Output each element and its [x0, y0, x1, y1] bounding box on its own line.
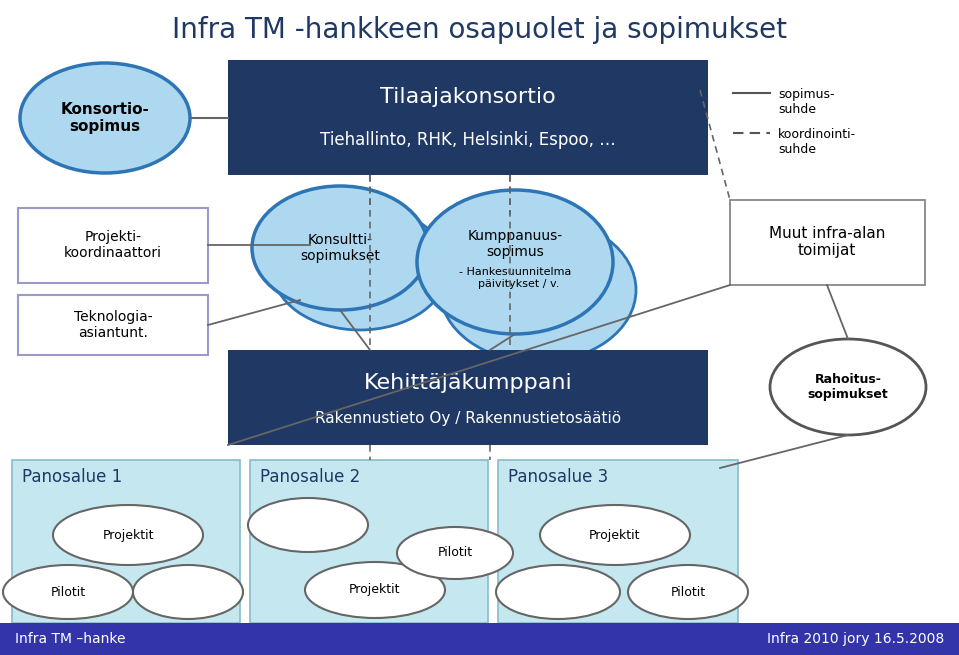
Text: Panosalue 1: Panosalue 1: [22, 468, 122, 486]
Ellipse shape: [3, 565, 133, 619]
Bar: [18, 208, 208, 283]
Ellipse shape: [770, 339, 926, 435]
Ellipse shape: [248, 498, 368, 552]
Text: Muut infra-alan
toimijat: Muut infra-alan toimijat: [769, 226, 885, 258]
Text: Kehittäjäkumppani: Kehittäjäkumppani: [363, 373, 573, 393]
Text: Infra 2010 jory 16.5.2008: Infra 2010 jory 16.5.2008: [767, 632, 944, 646]
Text: Panosalue 3: Panosalue 3: [508, 468, 608, 486]
Text: Infra TM –hanke: Infra TM –hanke: [15, 632, 126, 646]
Bar: [0, 623, 959, 655]
Ellipse shape: [133, 565, 243, 619]
Text: sopimus-
suhde: sopimus- suhde: [778, 88, 834, 116]
Ellipse shape: [20, 63, 190, 173]
Text: Infra TM -hankkeen osapuolet ja sopimukset: Infra TM -hankkeen osapuolet ja sopimuks…: [173, 16, 787, 44]
Text: Kumppanuus-
sopimus: Kumppanuus- sopimus: [467, 229, 563, 259]
Text: Rahoitus-
sopimukset: Rahoitus- sopimukset: [807, 373, 888, 401]
Text: Panosalue 2: Panosalue 2: [260, 468, 361, 486]
Ellipse shape: [272, 206, 448, 330]
Ellipse shape: [628, 565, 748, 619]
Text: Teknologia-
asiantunt.: Teknologia- asiantunt.: [74, 310, 152, 340]
Text: Tiehallinto, RHK, Helsinki, Espoo, …: Tiehallinto, RHK, Helsinki, Espoo, …: [320, 131, 616, 149]
Ellipse shape: [252, 186, 428, 310]
Ellipse shape: [440, 218, 636, 362]
Text: Projektit: Projektit: [349, 584, 401, 597]
Text: Projektit: Projektit: [103, 529, 153, 542]
Text: Konsultti-
sopimukset: Konsultti- sopimukset: [300, 233, 380, 263]
Text: Pilotit: Pilotit: [51, 586, 85, 599]
Bar: [228, 350, 708, 445]
Bar: [250, 460, 488, 623]
Text: Tilaajakonsortio: Tilaajakonsortio: [380, 87, 556, 107]
Text: Projektit: Projektit: [589, 529, 641, 542]
Bar: [18, 295, 208, 355]
Bar: [12, 460, 240, 623]
Ellipse shape: [417, 190, 613, 334]
Ellipse shape: [397, 527, 513, 579]
Text: Konsortio-
sopimus: Konsortio- sopimus: [60, 102, 150, 134]
Text: Pilotit: Pilotit: [437, 546, 473, 559]
Text: Pilotit: Pilotit: [670, 586, 706, 599]
Ellipse shape: [53, 505, 203, 565]
Text: koordinointi-
suhde: koordinointi- suhde: [778, 128, 856, 156]
Ellipse shape: [305, 562, 445, 618]
Bar: [498, 460, 738, 623]
Ellipse shape: [540, 505, 690, 565]
Bar: [228, 60, 708, 175]
Text: Projekti-
koordinaattori: Projekti- koordinaattori: [64, 230, 162, 260]
Text: - Hankesuunnitelma
  päivitykset / v.: - Hankesuunnitelma päivitykset / v.: [458, 267, 572, 289]
Text: Rakennustieto Oy / Rakennustietosäätiö: Rakennustieto Oy / Rakennustietosäätiö: [315, 411, 621, 426]
Bar: [730, 200, 925, 285]
Ellipse shape: [496, 565, 620, 619]
